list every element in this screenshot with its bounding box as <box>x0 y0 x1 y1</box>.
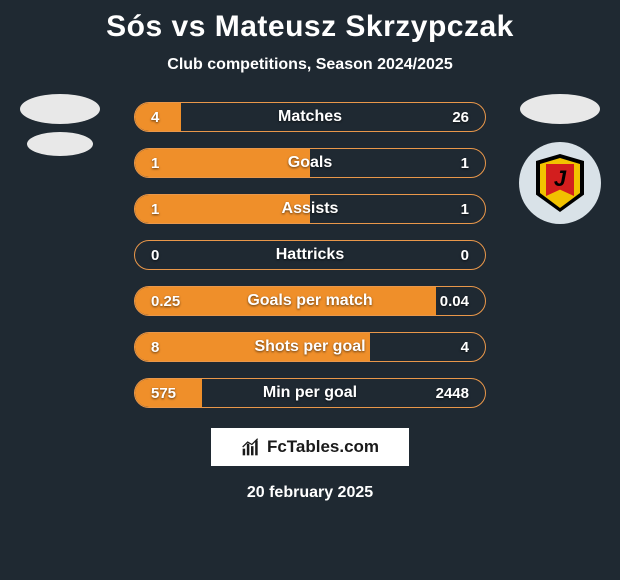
stat-label: Shots per goal <box>135 338 485 356</box>
stat-label: Assists <box>135 200 485 218</box>
stat-value-left: 0.25 <box>151 293 180 310</box>
shoulders-silhouette-icon <box>27 132 93 156</box>
site-attribution-badge: FcTables.com <box>211 428 409 466</box>
club-shield-icon: J <box>536 154 584 212</box>
stat-label: Min per goal <box>135 384 485 402</box>
stat-value-left: 575 <box>151 385 176 402</box>
head-silhouette-icon <box>20 94 100 124</box>
stat-row: 1Goals1 <box>134 148 486 178</box>
barchart-icon <box>241 437 261 457</box>
stat-label: Hattricks <box>135 246 485 264</box>
stat-value-left: 0 <box>151 247 159 264</box>
stat-value-right: 4 <box>461 339 469 356</box>
stat-value-right: 1 <box>461 155 469 172</box>
stat-value-left: 1 <box>151 201 159 218</box>
stat-rows: 4Matches261Goals11Assists10Hattricks00.2… <box>134 102 486 408</box>
subtitle: Club competitions, Season 2024/2025 <box>0 56 620 74</box>
stat-row: 4Matches26 <box>134 102 486 132</box>
stat-label: Goals per match <box>135 292 485 310</box>
stat-value-right: 0.04 <box>440 293 469 310</box>
club-badge-circle: J <box>519 142 601 224</box>
stat-row: 0.25Goals per match0.04 <box>134 286 486 316</box>
stat-row: 0Hattricks0 <box>134 240 486 270</box>
stat-value-left: 8 <box>151 339 159 356</box>
player-left-avatar <box>20 94 100 174</box>
stat-row: 8Shots per goal4 <box>134 332 486 362</box>
page-title: Sós vs Mateusz Skrzypczak <box>0 10 620 44</box>
stat-row: 1Assists1 <box>134 194 486 224</box>
stat-value-right: 1 <box>461 201 469 218</box>
stat-value-right: 26 <box>452 109 469 126</box>
date-stamp: 20 february 2025 <box>0 484 620 502</box>
stat-label: Matches <box>135 108 485 126</box>
stat-value-left: 4 <box>151 109 159 126</box>
head-silhouette-icon <box>520 94 600 124</box>
player-right-avatar: J <box>520 94 600 174</box>
comparison-card: Sós vs Mateusz Skrzypczak Club competiti… <box>0 0 620 580</box>
stat-row: 575Min per goal2448 <box>134 378 486 408</box>
site-name: FcTables.com <box>267 437 379 457</box>
stat-value-right: 0 <box>461 247 469 264</box>
content-area: J 4Matches261Goals11Assists10Hattricks00… <box>0 102 620 408</box>
stat-value-left: 1 <box>151 155 159 172</box>
stat-label: Goals <box>135 154 485 172</box>
stat-value-right: 2448 <box>436 385 469 402</box>
